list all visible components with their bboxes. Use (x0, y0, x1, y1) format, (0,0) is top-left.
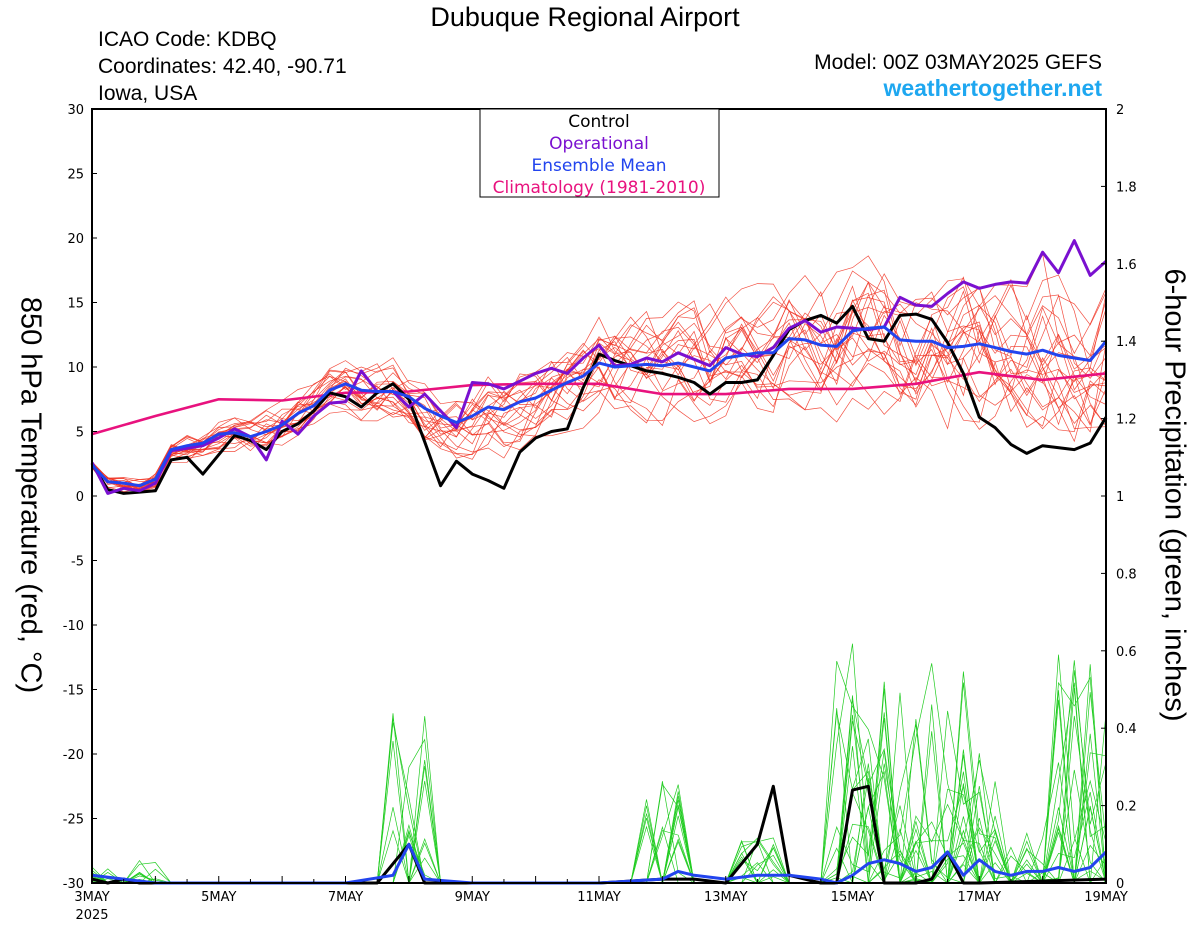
climatology-1981-2010-temp-line (91, 370, 1107, 436)
y-tick-label-left: -15 (63, 684, 84, 699)
y-tick-label-left: 10 (67, 361, 84, 376)
temp-member-line (91, 273, 1107, 490)
temp-member-line (91, 300, 1107, 488)
series-lines (90, 239, 1108, 885)
operational-temp-line (90, 239, 1108, 495)
temp-member-line (91, 285, 1107, 488)
temp-member-line (91, 303, 1107, 488)
temp-member-line (91, 304, 1107, 489)
y-tick-label-right: 2 (1116, 103, 1124, 118)
location: Iowa, USA (98, 82, 198, 105)
coordinates: Coordinates: 42.40, -90.71 (98, 55, 347, 78)
y-tick-label-right: 0.6 (1116, 645, 1137, 660)
y-tick-label-left: 0 (76, 490, 84, 505)
precip-member-line (91, 664, 1107, 884)
y-tick-label-right: 0 (1116, 877, 1124, 892)
plot-frame (91, 108, 1107, 884)
temp-member-line (91, 299, 1107, 489)
model-run: Model: 00Z 03MAY2025 GEFS (814, 51, 1102, 74)
y-tick-label-right: 1.2 (1116, 413, 1137, 428)
temp-member-line (91, 276, 1107, 481)
y-tick-label-left: -25 (63, 813, 84, 828)
y-tick-label-left: 30 (67, 103, 84, 118)
ensemble-mean-temp-line (90, 325, 1108, 488)
y-tick-label-right: 1 (1116, 490, 1124, 505)
precip-member-line (92, 690, 1107, 884)
x-tick-label: 7MAY (328, 890, 363, 905)
precip-member-line (92, 682, 1106, 884)
legend-entry: Ensemble Mean (531, 156, 666, 176)
axis-ticks: 302520151050-5-10-15-20-25-3021.81.61.41… (63, 103, 1137, 923)
precip-member-line (92, 643, 1107, 884)
precip-member-line (92, 660, 1107, 885)
y-tick-label-right: 1.8 (1116, 180, 1137, 195)
precip-member-line (91, 660, 1106, 884)
legend-entry: Climatology (1981-2010) (493, 178, 706, 198)
temp-member-line (91, 297, 1107, 483)
y-tick-label-left: -20 (63, 748, 84, 763)
precip-member-line (91, 692, 1107, 884)
y-tick-label-right: 0.8 (1116, 567, 1137, 582)
x-tick-label: 9MAY (455, 890, 490, 905)
page-title: Dubuque Regional Airport (430, 2, 740, 32)
y-tick-label-right: 0.2 (1116, 800, 1137, 815)
x-tick-label: 17MAY (957, 890, 1001, 905)
x-tick-label: 15MAY (831, 890, 875, 905)
x-tick-sublabel: 2025 (75, 908, 108, 923)
legend-box (479, 108, 720, 198)
temp-member-line (91, 292, 1107, 491)
x-tick-label: 5MAY (201, 890, 236, 905)
y-tick-label-right: 1.4 (1116, 335, 1137, 350)
y-tick-label-left: 15 (67, 297, 84, 312)
legend-entry: Control (568, 112, 629, 132)
x-tick-label: 11MAY (577, 890, 621, 905)
precip-member-line (92, 654, 1106, 884)
y-tick-label-left: 20 (67, 232, 84, 247)
precip-member-line (92, 676, 1107, 884)
temp-member-line (91, 299, 1107, 488)
y-tick-label-left: 25 (67, 168, 84, 183)
x-tick-label: 19MAY (1084, 890, 1128, 905)
brand-link[interactable]: weathertogether.net (883, 75, 1102, 101)
temp-member-line (91, 274, 1107, 485)
icao-code: ICAO Code: KDBQ (98, 28, 277, 51)
y-tick-label-left: -30 (63, 877, 84, 892)
y-tick-label-right: 1.6 (1116, 258, 1137, 273)
x-tick-label: 3MAY (74, 890, 109, 905)
precip-member-line (91, 682, 1106, 885)
temp-member-line (91, 303, 1107, 487)
y-tick-label-left: -5 (71, 555, 84, 570)
y-tick-label-right: 0.4 (1116, 722, 1137, 737)
temp-member-line (91, 255, 1107, 493)
y-tick-label-left: 5 (76, 426, 84, 441)
precip-member-line (91, 692, 1107, 884)
y-tick-label-left: -10 (63, 619, 84, 634)
x-tick-label: 13MAY (704, 890, 748, 905)
legend-entry: Operational (549, 134, 649, 154)
temp-member-line (91, 308, 1107, 492)
